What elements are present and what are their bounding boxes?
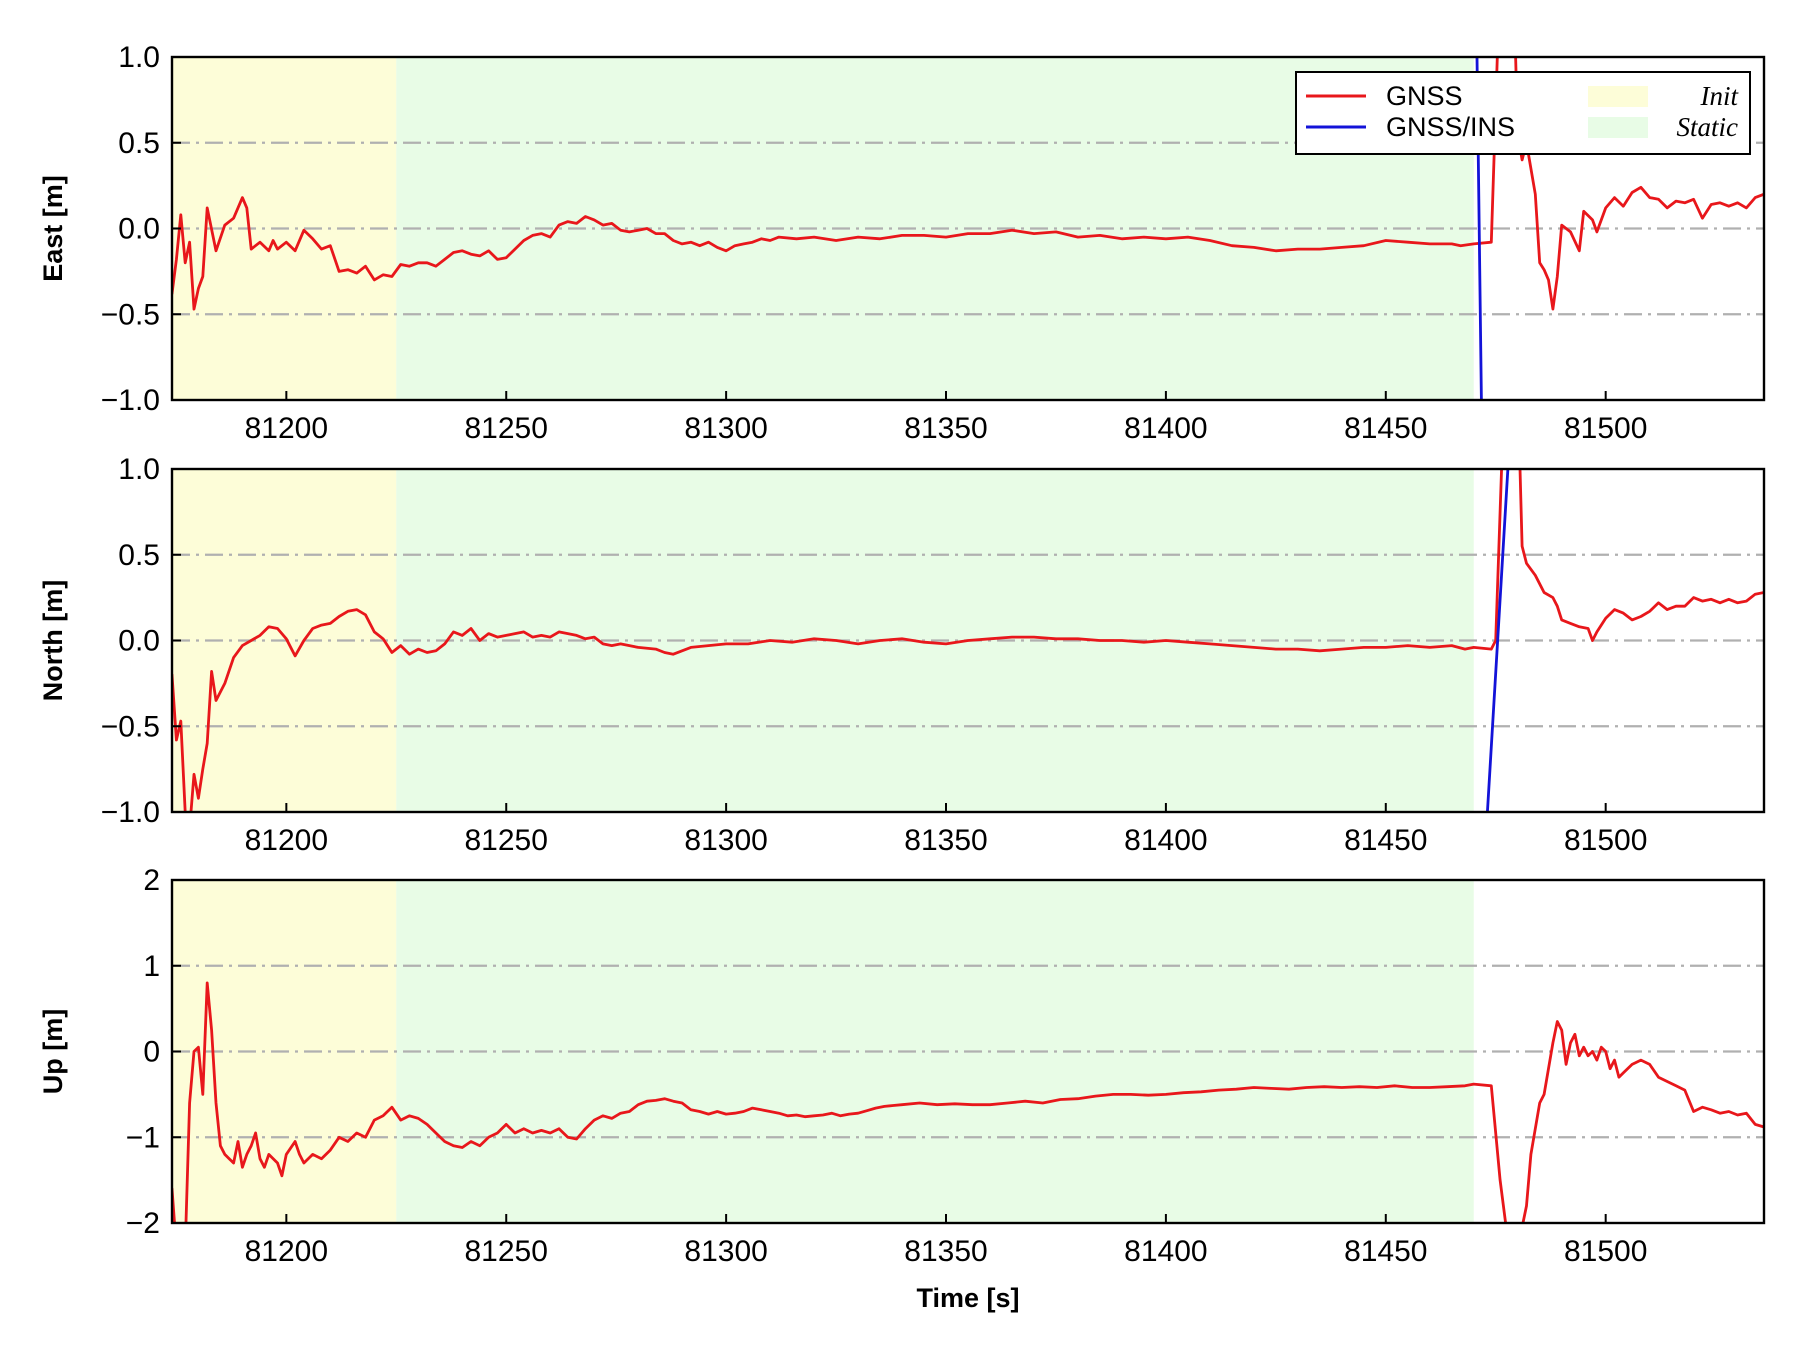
- series-group: [172, 469, 1764, 812]
- legend-patch-init: [1588, 86, 1648, 107]
- legend-label-init: Init: [1700, 81, 1740, 111]
- series-line-gnss: [172, 469, 1764, 812]
- x-tick-label: 81300: [684, 824, 767, 857]
- y-tick-label: 1: [143, 950, 160, 983]
- series-line-gnss-ins: [1475, 57, 1483, 400]
- legend-label-gnss-ins: GNSS/INS: [1386, 112, 1515, 142]
- y-tick-label: 0.0: [118, 625, 160, 658]
- x-tick-label: 81450: [1344, 1235, 1427, 1268]
- x-tick-label: 81350: [904, 412, 987, 445]
- y-tick-label: 0.5: [118, 539, 160, 572]
- x-tick-label: 81400: [1124, 412, 1207, 445]
- series-group: [172, 57, 1764, 400]
- legend-label-static: Static: [1677, 112, 1739, 142]
- x-tick-label: 81300: [684, 412, 767, 445]
- x-tick-label: 81500: [1564, 1235, 1647, 1268]
- series-line-gnss: [172, 981, 1764, 1223]
- x-tick-label: 81400: [1124, 1235, 1207, 1268]
- x-tick-label: 81500: [1564, 412, 1647, 445]
- y-tick-label: −1: [126, 1121, 160, 1154]
- panel-1: −1.0 −0.5 0.0 0.5 1.0 81200 81250 81300 81350 814…: [38, 453, 1766, 857]
- series-line-gnss-ins: [1486, 469, 1510, 812]
- panel-0: −1.0 −0.5 0.0 0.5 1.0 81200 81250 81300 81350 814…: [38, 41, 1766, 445]
- y-tick-label: −1.0: [101, 796, 160, 829]
- y-tick-label: 0: [143, 1036, 160, 1069]
- y-axis-label: East [m]: [38, 175, 68, 282]
- x-tick-label: 81200: [245, 824, 328, 857]
- legend-patch-static: [1588, 117, 1648, 138]
- y-tick-label: 0.0: [118, 213, 160, 246]
- x-tick-label: 81450: [1344, 824, 1427, 857]
- y-tick-label: −2: [126, 1207, 160, 1240]
- y-tick-label: 1.0: [118, 41, 160, 74]
- panel-2: −2 −1 0 1 2 81200 81250 81300 81350 81400 81450 815…: [38, 864, 1766, 1268]
- x-axis-label: Time [s]: [916, 1283, 1019, 1313]
- x-tick-label: 81450: [1344, 412, 1427, 445]
- legend-label-gnss: GNSS: [1386, 81, 1463, 111]
- y-tick-label: −0.5: [101, 710, 160, 743]
- x-tick-label: 81200: [245, 1235, 328, 1268]
- x-tick-label: 81300: [684, 1235, 767, 1268]
- x-tick-label: 81200: [245, 412, 328, 445]
- y-tick-label: 0.5: [118, 127, 160, 160]
- x-tick-label: 81250: [465, 1235, 548, 1268]
- y-axis-label: Up [m]: [38, 1009, 68, 1094]
- y-tick-label: 2: [143, 864, 160, 897]
- x-tick-label: 81350: [904, 824, 987, 857]
- x-tick-label: 81250: [465, 824, 548, 857]
- y-axis-label: North [m]: [38, 580, 68, 701]
- legend-box: [1295, 71, 1751, 155]
- x-tick-label: 81400: [1124, 824, 1207, 857]
- y-tick-label: 1.0: [118, 453, 160, 486]
- x-tick-label: 81500: [1564, 824, 1647, 857]
- series-line-gnss: [172, 57, 1764, 311]
- x-tick-label: 81350: [904, 1235, 987, 1268]
- y-tick-label: −0.5: [101, 298, 160, 331]
- y-tick-label: −1.0: [101, 384, 160, 417]
- series-group: [172, 981, 1764, 1223]
- x-tick-label: 81250: [465, 412, 548, 445]
